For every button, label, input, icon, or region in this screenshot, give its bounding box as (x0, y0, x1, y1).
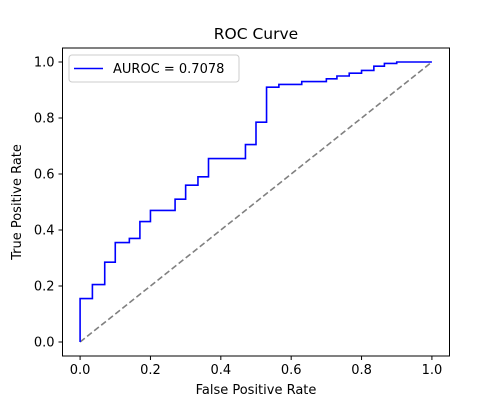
y-tick-label: 0.6 (34, 168, 55, 183)
x-tick-label: 0.0 (70, 363, 91, 378)
series-layer (79, 61, 433, 343)
y-tick-label: 1.0 (34, 56, 55, 71)
y-axis-ticks: 0.0 0.2 0.4 0.6 0.8 1.0 (34, 56, 63, 351)
chance-diagonal-line (79, 61, 433, 343)
chart-title: ROC Curve (214, 25, 298, 43)
x-tick-label: 1.0 (422, 363, 443, 378)
legend-label: AUROC = 0.7078 (113, 62, 224, 77)
x-axis-ticks: 0.0 0.2 0.4 0.6 0.8 1.0 (70, 356, 443, 378)
x-tick-label: 0.4 (210, 363, 231, 378)
x-tick-label: 0.2 (140, 363, 161, 378)
x-tick-label: 0.6 (281, 363, 302, 378)
x-tick-label: 0.8 (351, 363, 372, 378)
y-tick-label: 0.8 (34, 112, 55, 127)
y-axis-title: True Positive Rate (10, 144, 25, 261)
legend-box (68, 54, 240, 83)
y-tick-label: 0.2 (34, 280, 55, 295)
roc-curve-line (79, 61, 432, 342)
y-tick-label: 0.4 (34, 224, 55, 239)
x-axis-title: False Positive Rate (196, 383, 317, 398)
plot-frame (62, 47, 450, 357)
y-tick-label: 0.0 (34, 336, 55, 351)
legend: AUROC = 0.7078 (68, 54, 240, 83)
